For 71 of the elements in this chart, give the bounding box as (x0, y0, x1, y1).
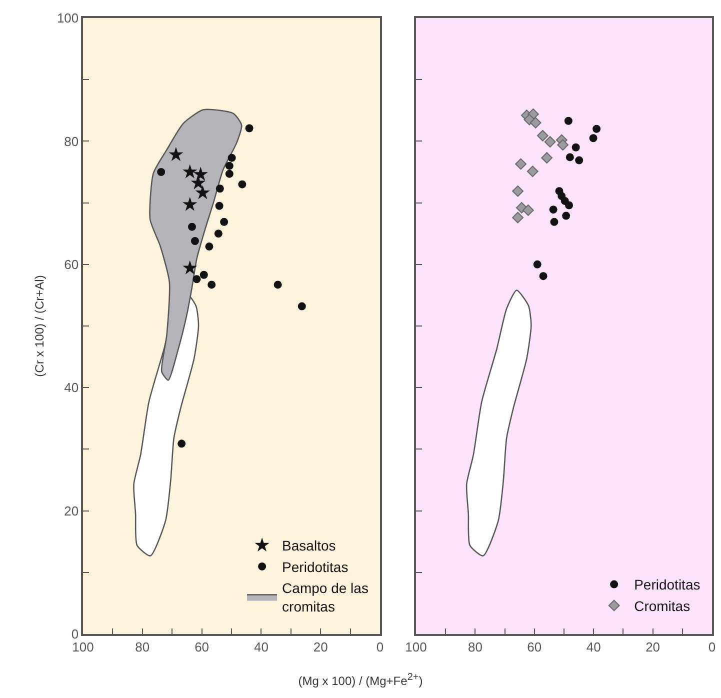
point (512, 212, 524, 224)
point (157, 168, 166, 176)
point (274, 280, 282, 289)
point (536, 130, 548, 142)
legend-label: Peridotitas (282, 558, 348, 575)
x-tick-label: 40 (586, 639, 601, 654)
point (562, 212, 570, 220)
point (178, 440, 186, 448)
y-tick-label: 40 (64, 380, 79, 396)
point (522, 204, 534, 216)
point (515, 158, 526, 170)
x-tick-label: 20 (313, 639, 328, 654)
point (238, 180, 246, 188)
point (214, 230, 222, 238)
point (208, 280, 216, 289)
point (188, 222, 196, 231)
point (549, 206, 558, 214)
legend-label: Peridotitas (634, 576, 700, 593)
point (225, 170, 234, 178)
x-tick-label: 80 (135, 639, 150, 654)
point (216, 184, 224, 193)
y-tick-label: 0 (71, 626, 79, 642)
point (566, 153, 574, 162)
point (182, 196, 198, 211)
x-tick-label: 60 (194, 639, 210, 654)
point (205, 242, 214, 251)
point (215, 202, 224, 210)
point (298, 302, 306, 310)
point (220, 218, 228, 226)
point (572, 143, 580, 152)
point (539, 272, 548, 280)
x-tick-label: 80 (468, 639, 482, 654)
point (182, 164, 198, 178)
y-tick-label: 100 (56, 10, 79, 26)
legend-label: Campo de las cromitas (282, 580, 368, 614)
x-tick-label: 0 (376, 639, 384, 654)
x-tick-label: 60 (527, 639, 542, 654)
y-tick-label: 60 (64, 256, 79, 272)
point (190, 236, 199, 245)
x-tick-label: 100 (405, 639, 427, 654)
y-tick-label: 80 (64, 134, 79, 149)
point (564, 116, 572, 125)
point (182, 260, 198, 274)
point (228, 154, 236, 162)
point (200, 270, 208, 279)
point (168, 147, 184, 161)
point (245, 124, 254, 132)
point (195, 185, 210, 200)
point (193, 166, 208, 181)
point (575, 156, 584, 164)
point (544, 136, 556, 148)
point (592, 124, 601, 133)
point (557, 139, 569, 151)
legend-label: Basaltos (282, 538, 336, 554)
point (225, 162, 234, 170)
x-tick-label: 20 (646, 639, 660, 654)
y-axis-title: (Cr x 100) / (Cr+Al) (32, 275, 47, 377)
point (512, 185, 524, 197)
point (192, 275, 201, 284)
point (565, 201, 574, 210)
y-tick-label: 20 (64, 503, 79, 518)
point (541, 152, 553, 164)
point (550, 218, 558, 226)
x-tick-label: 0 (708, 639, 716, 654)
x-axis-title: (Mg x 100) / (Mg+Fe$^{2+}$) (297, 672, 424, 688)
x-tick-label: 40 (254, 639, 268, 654)
point (589, 134, 598, 142)
point (533, 260, 542, 268)
point (530, 117, 542, 128)
point (526, 166, 538, 178)
legend-label: Cromitas (634, 598, 690, 614)
